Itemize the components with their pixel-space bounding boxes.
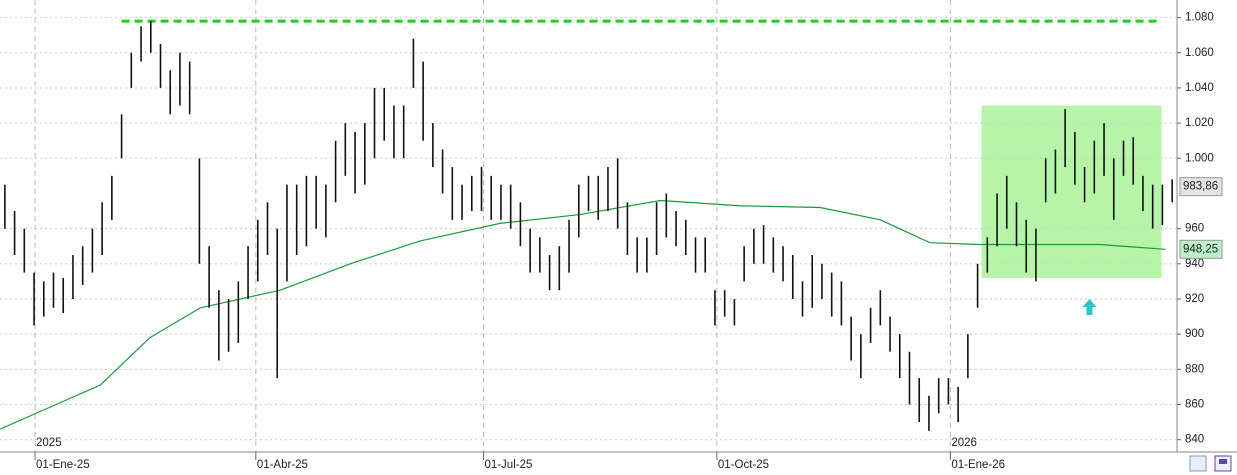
save-icon [1219, 459, 1227, 464]
y-tick-label: 880 [1185, 363, 1204, 375]
y-tick-label: 1.080 [1185, 12, 1214, 24]
y-tick-label: 960 [1185, 223, 1204, 235]
x-tick-label: 01-Ene-25 [36, 459, 90, 471]
y-tick-label: 1.060 [1185, 47, 1214, 59]
x-tick-label: 01-Ene-26 [951, 459, 1005, 471]
x-tick-label: 01-Abr-25 [257, 459, 308, 471]
y-tick-label: 860 [1185, 399, 1204, 411]
moving-average [0, 199, 1166, 430]
y-tick-label: 1.040 [1185, 82, 1214, 94]
year-label: 2025 [36, 437, 62, 449]
y-tick-label: 900 [1185, 328, 1204, 340]
price-box [1179, 177, 1223, 197]
up-arrow [1082, 299, 1097, 315]
range-box [981, 105, 1162, 278]
price-label: 983,86 [1183, 181, 1218, 193]
x-tick-label: 01-Jul-25 [484, 459, 532, 471]
icon-button[interactable] [1189, 455, 1207, 472]
ma-label: 948,25 [1183, 243, 1218, 255]
y-tick-label: 920 [1185, 293, 1204, 305]
y-tick-label: 940 [1185, 258, 1204, 270]
ma-box [1179, 239, 1223, 259]
y-tick-label: 840 [1185, 434, 1204, 446]
y-tick-label: 1.020 [1185, 117, 1214, 129]
y-tick-label: 1.000 [1185, 152, 1214, 164]
x-tick-label: 01-Oct-25 [718, 459, 769, 471]
year-label: 2026 [951, 437, 977, 449]
